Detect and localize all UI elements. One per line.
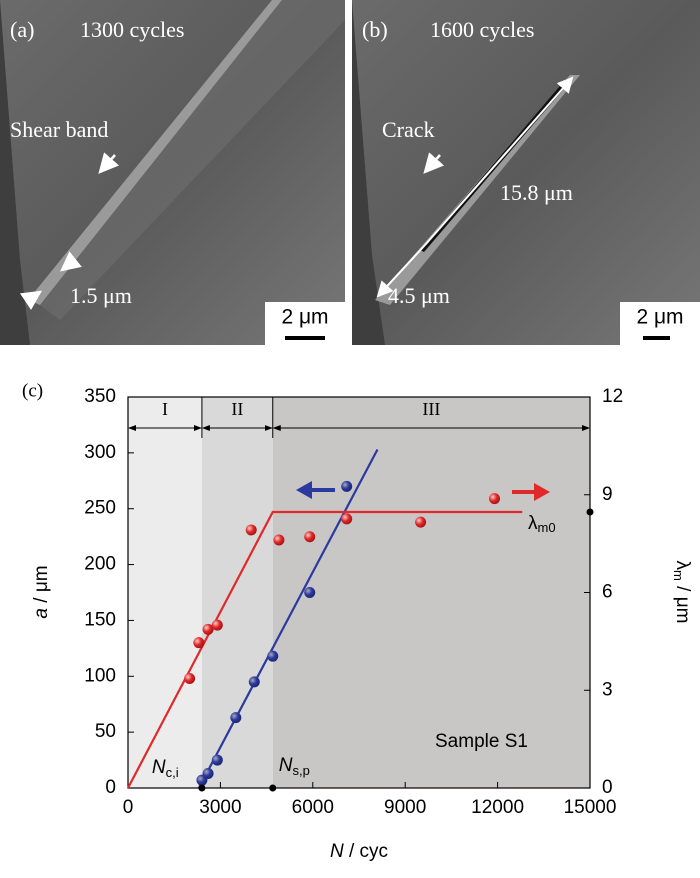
x-axis-label: N / cyc: [330, 841, 388, 862]
data-point: [193, 637, 205, 649]
annotation-sub: m0: [538, 520, 556, 535]
y2-tick-label: 0: [602, 777, 613, 798]
marker-dot: [198, 784, 206, 792]
data-point: [248, 676, 260, 688]
annotation-main: N: [279, 755, 293, 776]
panel-label: (b): [362, 17, 388, 42]
data-point: [202, 623, 214, 635]
axis-arrow: [534, 483, 550, 501]
y-axis-label: a / μm: [31, 565, 52, 618]
y2-axis-label-part: m: [671, 570, 686, 581]
y2-axis-label: λm / μm: [671, 561, 693, 624]
panel-label: (c): [22, 380, 43, 401]
x-axis-label-part: N: [330, 841, 344, 862]
sem-image-a: (a) 1300 cycles Shear band 1.5 μm 2 μm: [0, 0, 345, 345]
region-label: I: [162, 399, 168, 419]
annotation: 4.5 μm: [388, 283, 450, 308]
marker-dot: [269, 784, 277, 792]
panel-label: (a): [10, 17, 34, 42]
annotation-sub: s,p: [292, 763, 309, 778]
annotation: λm0: [528, 513, 556, 535]
annotation: Sample S1: [435, 731, 528, 752]
data-point: [211, 754, 223, 766]
x-tick-label: 3000: [199, 797, 241, 818]
data-point: [230, 712, 242, 724]
annotation: Shear band: [10, 117, 108, 142]
annotation: 15.8 μm: [500, 180, 573, 205]
y-tick-label: 150: [84, 609, 116, 630]
annotation: Nc,i: [152, 757, 179, 780]
x-tick-label: 15000: [564, 797, 617, 818]
y-axis-label-part: a: [31, 608, 52, 619]
region: [201, 397, 273, 788]
data-point: [273, 534, 285, 546]
caption: 1300 cycles: [80, 17, 184, 42]
data-point: [304, 531, 316, 543]
region-label: II: [231, 399, 243, 419]
fit-line: [197, 448, 379, 789]
y2-axis-label-part: λ: [672, 561, 693, 571]
y-tick-label: 100: [84, 665, 116, 686]
y-axis-label-part: / μm: [31, 565, 52, 608]
y2-tick-label: 3: [602, 679, 613, 700]
data-point: [184, 673, 196, 685]
scale-bar-label: 2 μm: [281, 306, 328, 329]
x-tick-label: 12000: [471, 797, 524, 818]
data-point: [415, 516, 427, 528]
sem-image-b: (b) 1600 cycles Crack 15.8 μm 4.5 μm 2 μ…: [352, 0, 700, 345]
marker-dot: [586, 508, 594, 516]
scale-bar-label: 2 μm: [636, 306, 683, 329]
y2-tick-label: 9: [602, 484, 613, 505]
fit-line: [127, 510, 523, 789]
annotation: Ns,p: [279, 755, 310, 778]
data-point: [341, 480, 353, 492]
data-point: [211, 619, 223, 631]
x-tick-label: 6000: [292, 797, 334, 818]
y2-tick-label: 6: [602, 582, 613, 603]
y-tick-label: 300: [84, 442, 116, 463]
annotation-main: N: [152, 757, 166, 778]
data-point: [341, 513, 353, 525]
data-point: [304, 587, 316, 598]
annotation-sub: c,i: [166, 765, 179, 780]
region: [128, 397, 202, 788]
data-point: [245, 524, 257, 536]
x-tick-label: 0: [123, 797, 134, 818]
axis-arrow: [296, 481, 312, 499]
y-tick-label: 250: [84, 498, 116, 519]
annotation-main: λ: [528, 513, 538, 534]
data-point: [489, 493, 501, 505]
x-axis-label-part: / cyc: [344, 841, 388, 862]
caption: 1600 cycles: [430, 17, 534, 42]
annotation: Crack: [382, 117, 435, 142]
region: [272, 397, 590, 788]
y-tick-label: 200: [84, 554, 116, 575]
y-tick-label: 50: [95, 721, 116, 742]
region-label: III: [422, 399, 440, 419]
data-point: [267, 650, 279, 662]
y-tick-label: 0: [105, 777, 116, 798]
y2-axis-label-part: / μm: [672, 581, 693, 624]
data-point: [202, 767, 214, 779]
y-tick-label: 350: [84, 386, 116, 407]
annotation: 1.5 μm: [70, 283, 132, 308]
y2-tick-label: 12: [602, 386, 623, 407]
x-tick-label: 9000: [384, 797, 426, 818]
